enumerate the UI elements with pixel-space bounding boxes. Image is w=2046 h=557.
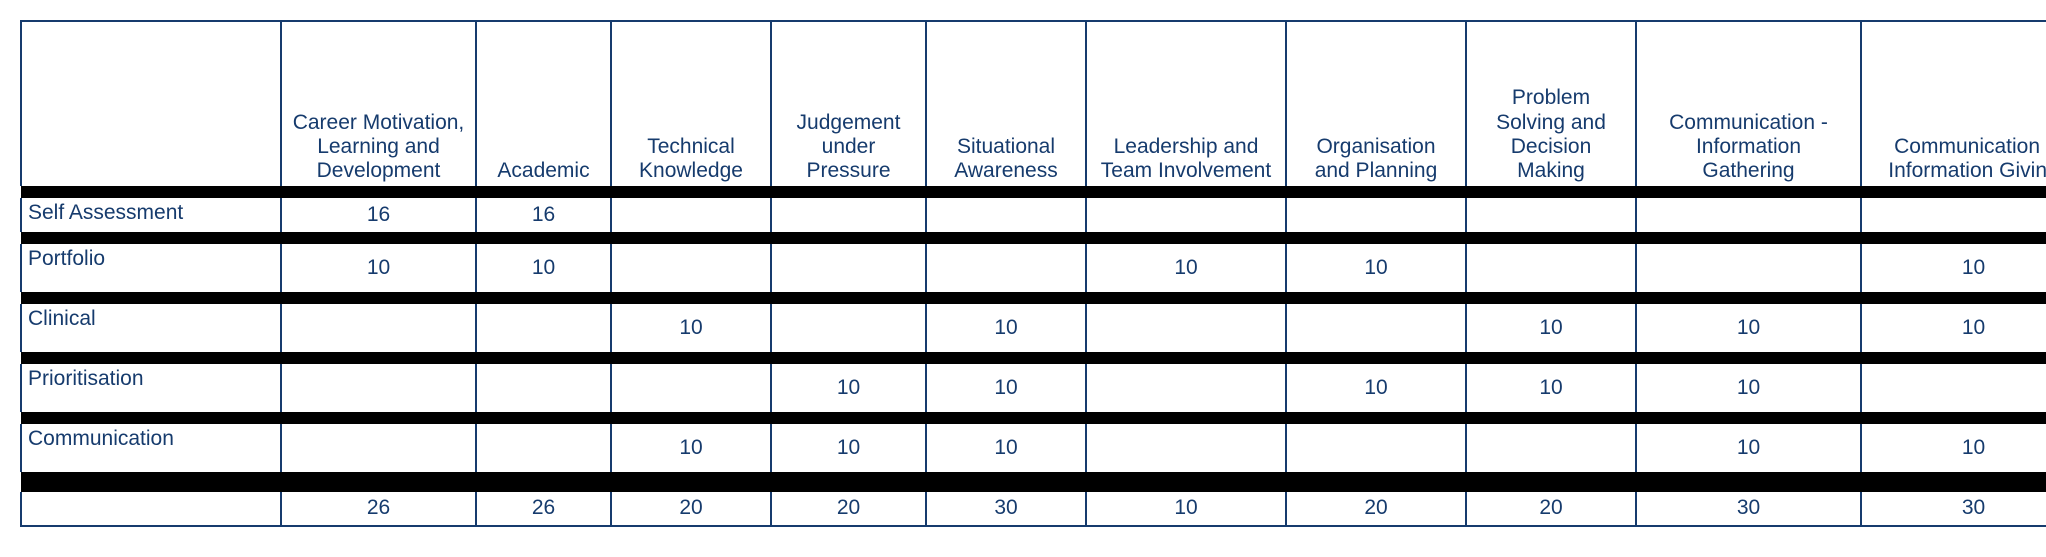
totals-cell: 26 <box>281 492 476 526</box>
cell: 10 <box>476 244 611 292</box>
cell <box>771 244 926 292</box>
cell <box>1286 198 1466 232</box>
cell: 16 <box>281 198 476 232</box>
cell <box>1466 424 1636 472</box>
cell <box>611 364 771 412</box>
totals-label <box>21 492 281 526</box>
cell <box>1636 198 1861 232</box>
row-label: Portfolio <box>21 244 281 292</box>
row-label: Prioritisation <box>21 364 281 412</box>
totals-cell: 10 <box>1086 492 1286 526</box>
cell: 10 <box>926 424 1086 472</box>
totals-cell: 26 <box>476 492 611 526</box>
column-header: Technical Knowledge <box>611 21 771 186</box>
column-header: Organisation and Planning <box>1286 21 1466 186</box>
assessment-matrix-table: Career Motivation, Learning and Developm… <box>20 20 2046 527</box>
column-header: Leadership and Team Involvement <box>1086 21 1286 186</box>
cell <box>281 424 476 472</box>
cell <box>1286 304 1466 352</box>
cell: 10 <box>771 364 926 412</box>
cell: 10 <box>926 364 1086 412</box>
totals-cell: 20 <box>1286 492 1466 526</box>
column-header: Problem Solving and Decision Making <box>1466 21 1636 186</box>
row-header-blank <box>21 21 281 186</box>
cell <box>476 364 611 412</box>
cell <box>1086 304 1286 352</box>
cell: 10 <box>1466 304 1636 352</box>
cell <box>1636 244 1861 292</box>
totals-cell: 20 <box>611 492 771 526</box>
cell <box>926 198 1086 232</box>
cell <box>1466 198 1636 232</box>
cell: 10 <box>1861 304 2046 352</box>
totals-cell: 30 <box>926 492 1086 526</box>
row-label: Clinical <box>21 304 281 352</box>
cell: 10 <box>1636 364 1861 412</box>
cell: 10 <box>1286 244 1466 292</box>
cell <box>611 244 771 292</box>
cell <box>1286 424 1466 472</box>
totals-cell: 20 <box>771 492 926 526</box>
cell <box>281 364 476 412</box>
cell: 16 <box>476 198 611 232</box>
cell: 10 <box>1466 364 1636 412</box>
cell: 10 <box>281 244 476 292</box>
cell <box>611 198 771 232</box>
cell <box>1861 364 2046 412</box>
column-header: Communication - Information Gathering <box>1636 21 1861 186</box>
cell: 10 <box>1286 364 1466 412</box>
cell <box>1466 244 1636 292</box>
cell: 10 <box>1636 424 1861 472</box>
totals-cell: 30 <box>1636 492 1861 526</box>
cell <box>771 198 926 232</box>
cell <box>926 244 1086 292</box>
cell: 10 <box>1636 304 1861 352</box>
column-header: Judgement under Pressure <box>771 21 926 186</box>
cell: 10 <box>611 304 771 352</box>
column-header: Academic <box>476 21 611 186</box>
cell <box>1861 198 2046 232</box>
row-label: Communication <box>21 424 281 472</box>
cell <box>476 304 611 352</box>
cell <box>1086 424 1286 472</box>
cell <box>476 424 611 472</box>
column-header: Communication - Information Giving <box>1861 21 2046 186</box>
cell: 10 <box>926 304 1086 352</box>
row-label: Self Assessment <box>21 198 281 232</box>
cell: 10 <box>771 424 926 472</box>
cell: 10 <box>1086 244 1286 292</box>
cell: 10 <box>1861 244 2046 292</box>
cell <box>281 304 476 352</box>
totals-cell: 20 <box>1466 492 1636 526</box>
cell <box>1086 198 1286 232</box>
cell: 10 <box>1861 424 2046 472</box>
cell <box>1086 364 1286 412</box>
cell <box>771 304 926 352</box>
totals-cell: 30 <box>1861 492 2046 526</box>
column-header: Situational Awareness <box>926 21 1086 186</box>
cell: 10 <box>611 424 771 472</box>
column-header: Career Motivation, Learning and Developm… <box>281 21 476 186</box>
